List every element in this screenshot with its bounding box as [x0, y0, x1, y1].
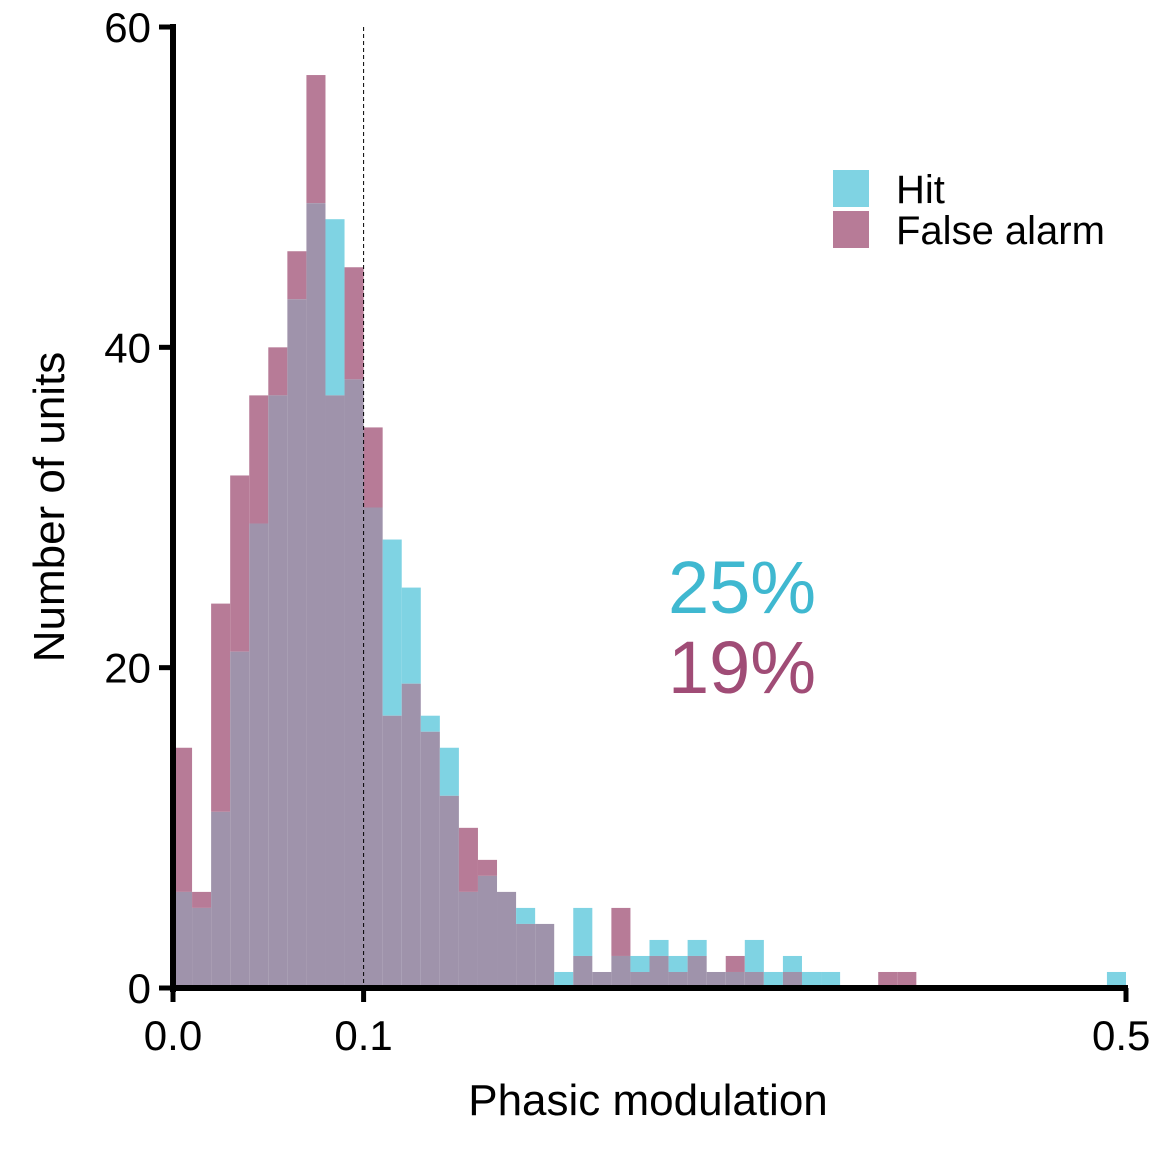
overlap-bar [173, 891, 193, 988]
legend-swatch [833, 170, 869, 207]
hit-bar [382, 539, 402, 716]
false-alarm-bar [363, 427, 383, 508]
overlap-bar [649, 955, 669, 988]
hit-bar [554, 971, 574, 988]
y-tick-label: 20 [104, 645, 151, 692]
hit-bar [763, 971, 783, 988]
overlap-bar [211, 811, 231, 988]
hit-bar [801, 971, 822, 988]
overlap-bar [592, 971, 612, 988]
overlap-bar [782, 971, 802, 988]
false-alarm-bar [725, 955, 745, 972]
hit-percent-annotation: 25% [668, 546, 816, 629]
overlap-bar [249, 523, 269, 988]
overlap-bar [744, 971, 764, 988]
hit-bar [668, 955, 688, 972]
y-tick-label: 40 [104, 324, 151, 371]
hit-bar [821, 971, 841, 988]
overlap-bar [268, 395, 288, 989]
overlap-bar [363, 507, 383, 988]
overlap-bar [516, 923, 536, 988]
axes: 0 20 40 60 0.0 0.1 0.5 [104, 4, 1150, 1059]
false-alarm-bar [611, 907, 631, 956]
overlap-bar [630, 971, 650, 988]
overlap-bar [230, 651, 250, 988]
false-alarm-percent-annotation: 19% [668, 626, 816, 709]
x-tick-label: 0.1 [334, 1012, 392, 1059]
false-alarm-bar [249, 395, 269, 524]
hit-bar [516, 907, 536, 924]
false-alarm-bar [344, 267, 364, 380]
y-tick-label: 0 [128, 965, 151, 1012]
false-alarm-bar [268, 347, 288, 396]
overlap-bar [706, 971, 726, 988]
hit-bar [439, 747, 459, 796]
x-tick-label: 0.0 [144, 1012, 202, 1059]
overlap-bar [725, 971, 745, 988]
hit-bar [687, 939, 707, 956]
y-axis-label: Number of units [25, 352, 74, 663]
hit-bar [744, 939, 764, 972]
hit-bar [420, 715, 440, 732]
false-alarm-bar [173, 747, 193, 892]
false-alarm-bar [458, 827, 478, 892]
histogram-bars [173, 75, 1126, 989]
x-axis-label: Phasic modulation [468, 1076, 828, 1125]
false-alarm-bar [230, 475, 250, 652]
hit-bar [401, 587, 421, 684]
hit-bar [325, 219, 345, 396]
overlap-bar [401, 683, 421, 988]
x-tick-label: 0.5 [1092, 1012, 1150, 1059]
overlap-bar [287, 299, 307, 988]
false-alarm-bar [287, 251, 307, 300]
overlap-bar [687, 955, 707, 988]
overlap-bar [344, 379, 364, 988]
overlap-bar [497, 891, 517, 988]
legend-label: Hit [896, 168, 945, 212]
overlap-bar [192, 907, 212, 988]
overlap-bar [382, 715, 402, 988]
false-alarm-bar [192, 891, 212, 908]
overlap-bar [668, 971, 688, 988]
overlap-bar [573, 955, 593, 988]
overlap-bar [535, 923, 555, 988]
hit-bar [630, 955, 650, 972]
y-tick-label: 60 [104, 4, 151, 51]
overlap-bar [477, 875, 498, 988]
overlap-bar [306, 203, 326, 988]
hit-bar [573, 907, 593, 956]
overlap-bar [458, 891, 478, 988]
hit-bar [1106, 971, 1126, 988]
overlap-bar [325, 395, 345, 989]
overlap-bar [611, 955, 631, 988]
hit-bar [649, 939, 669, 956]
false-alarm-bar [477, 859, 498, 876]
hit-bar [782, 955, 802, 972]
false-alarm-bar [211, 603, 231, 812]
overlap-bar [420, 731, 440, 988]
false-alarm-bar [897, 971, 917, 988]
legend-label: False alarm [896, 209, 1105, 253]
false-alarm-bar [878, 971, 898, 988]
overlap-bar [439, 795, 459, 988]
legend-swatch [833, 211, 869, 248]
false-alarm-bar [306, 75, 326, 204]
